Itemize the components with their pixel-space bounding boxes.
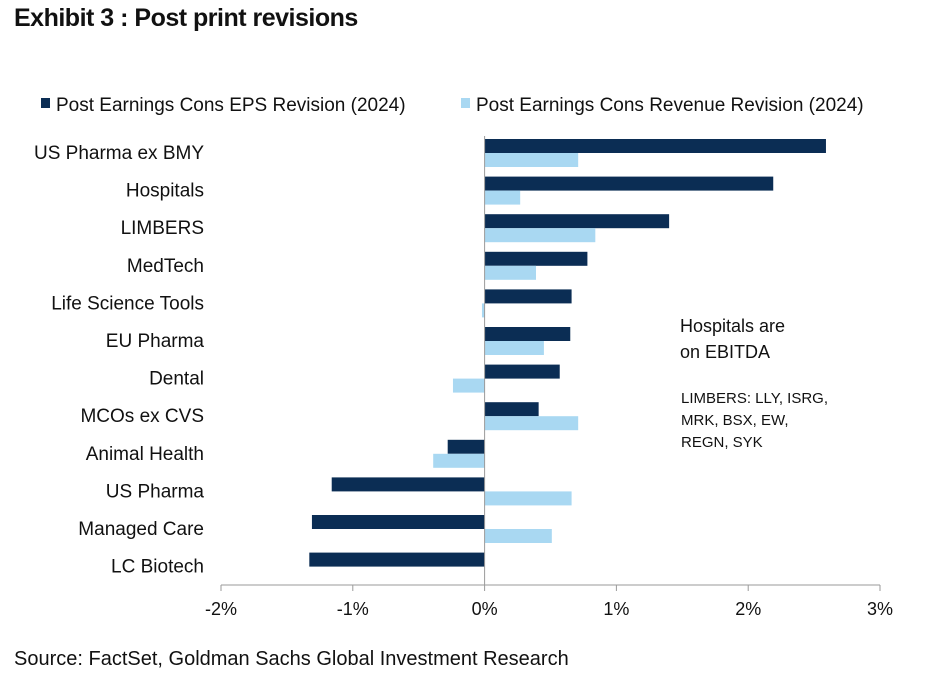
- bar-revenue-dental: [452, 378, 485, 393]
- bar-eps-hospitals: [484, 176, 774, 191]
- legend: Post Earnings Cons EPS Revision (2024) P…: [41, 95, 864, 116]
- bar-eps-managed-care: [311, 515, 485, 529]
- bar-eps-lc-biotech: [309, 552, 485, 567]
- category-label-us-pharma: US Pharma: [106, 481, 205, 502]
- bar-eps-eu-pharma: [484, 327, 571, 341]
- category-labels: US Pharma ex BMY Hospitals LIMBERS MedTech L…: [34, 143, 204, 578]
- chart-title: Exhibit 3 : Post print revisions: [14, 4, 358, 32]
- annotation-limbers-line1: LIMBERS: LLY, ISRG,: [681, 390, 828, 407]
- bar-revenue-hospitals: [484, 190, 521, 205]
- category-label-mcos-ex-cvs: MCOs ex CVS: [80, 406, 204, 427]
- category-label-medtech: MedTech: [127, 256, 204, 277]
- bar-revenue-limbers: [484, 228, 596, 243]
- x-axis: -2% -1% 0% 1% 2% 3%: [205, 136, 893, 619]
- annotations: Hospitals are on EBITDA LIMBERS: LLY, IS…: [680, 316, 828, 451]
- bar-revenue-life-science-tools: [481, 303, 485, 318]
- legend-eps-swatch: [41, 98, 50, 108]
- x-tick-label: 3%: [867, 599, 893, 619]
- bar-eps-us-pharma: [331, 477, 485, 492]
- x-tick-label: -2%: [205, 599, 237, 619]
- bar-eps-us-pharma-ex-bmy: [484, 139, 826, 153]
- category-label-us-pharma-ex-bmy: US Pharma ex BMY: [34, 143, 204, 164]
- category-label-lc-biotech: LC Biotech: [111, 557, 204, 578]
- legend-revenue-swatch: [461, 98, 470, 108]
- bars: [309, 139, 826, 567]
- bar-revenue-mcos-ex-cvs: [484, 416, 579, 431]
- bar-revenue-animal-health: [433, 453, 485, 468]
- bar-eps-dental: [484, 364, 560, 379]
- bar-revenue-us-pharma: [484, 491, 572, 506]
- bar-eps-limbers: [484, 214, 670, 229]
- bar-eps-animal-health: [447, 439, 485, 454]
- category-label-life-science-tools: Life Science Tools: [51, 293, 204, 314]
- x-tick-label: -1%: [337, 599, 369, 619]
- category-label-eu-pharma: EU Pharma: [106, 331, 205, 352]
- category-label-dental: Dental: [149, 369, 204, 390]
- bar-revenue-medtech: [484, 265, 537, 280]
- bar-eps-medtech: [484, 251, 588, 266]
- bar-revenue-managed-care: [484, 529, 552, 543]
- x-tick-label: 2%: [735, 599, 761, 619]
- bar-eps-life-science-tools: [484, 289, 572, 304]
- bar-eps-mcos-ex-cvs: [484, 402, 539, 417]
- bar-revenue-eu-pharma: [484, 341, 544, 355]
- annotation-limbers-line3: REGN, SYK: [681, 434, 763, 451]
- x-tick-label: 1%: [603, 599, 629, 619]
- category-label-hospitals: Hospitals: [126, 181, 204, 202]
- annotation-hospitals-line2: on EBITDA: [680, 342, 770, 362]
- annotation-hospitals-line1: Hospitals are: [680, 316, 785, 336]
- category-label-limbers: LIMBERS: [121, 218, 204, 239]
- legend-eps-label: Post Earnings Cons EPS Revision (2024): [56, 95, 406, 116]
- source-note: Source: FactSet, Goldman Sachs Global In…: [14, 648, 569, 670]
- category-label-managed-care: Managed Care: [78, 519, 204, 540]
- legend-revenue-label: Post Earnings Cons Revenue Revision (202…: [476, 95, 864, 116]
- bar-revenue-us-pharma-ex-bmy: [484, 153, 579, 167]
- category-label-animal-health: Animal Health: [86, 444, 204, 465]
- annotation-limbers-line2: MRK, BSX, EW,: [681, 412, 789, 429]
- x-tick-label: 0%: [472, 599, 498, 619]
